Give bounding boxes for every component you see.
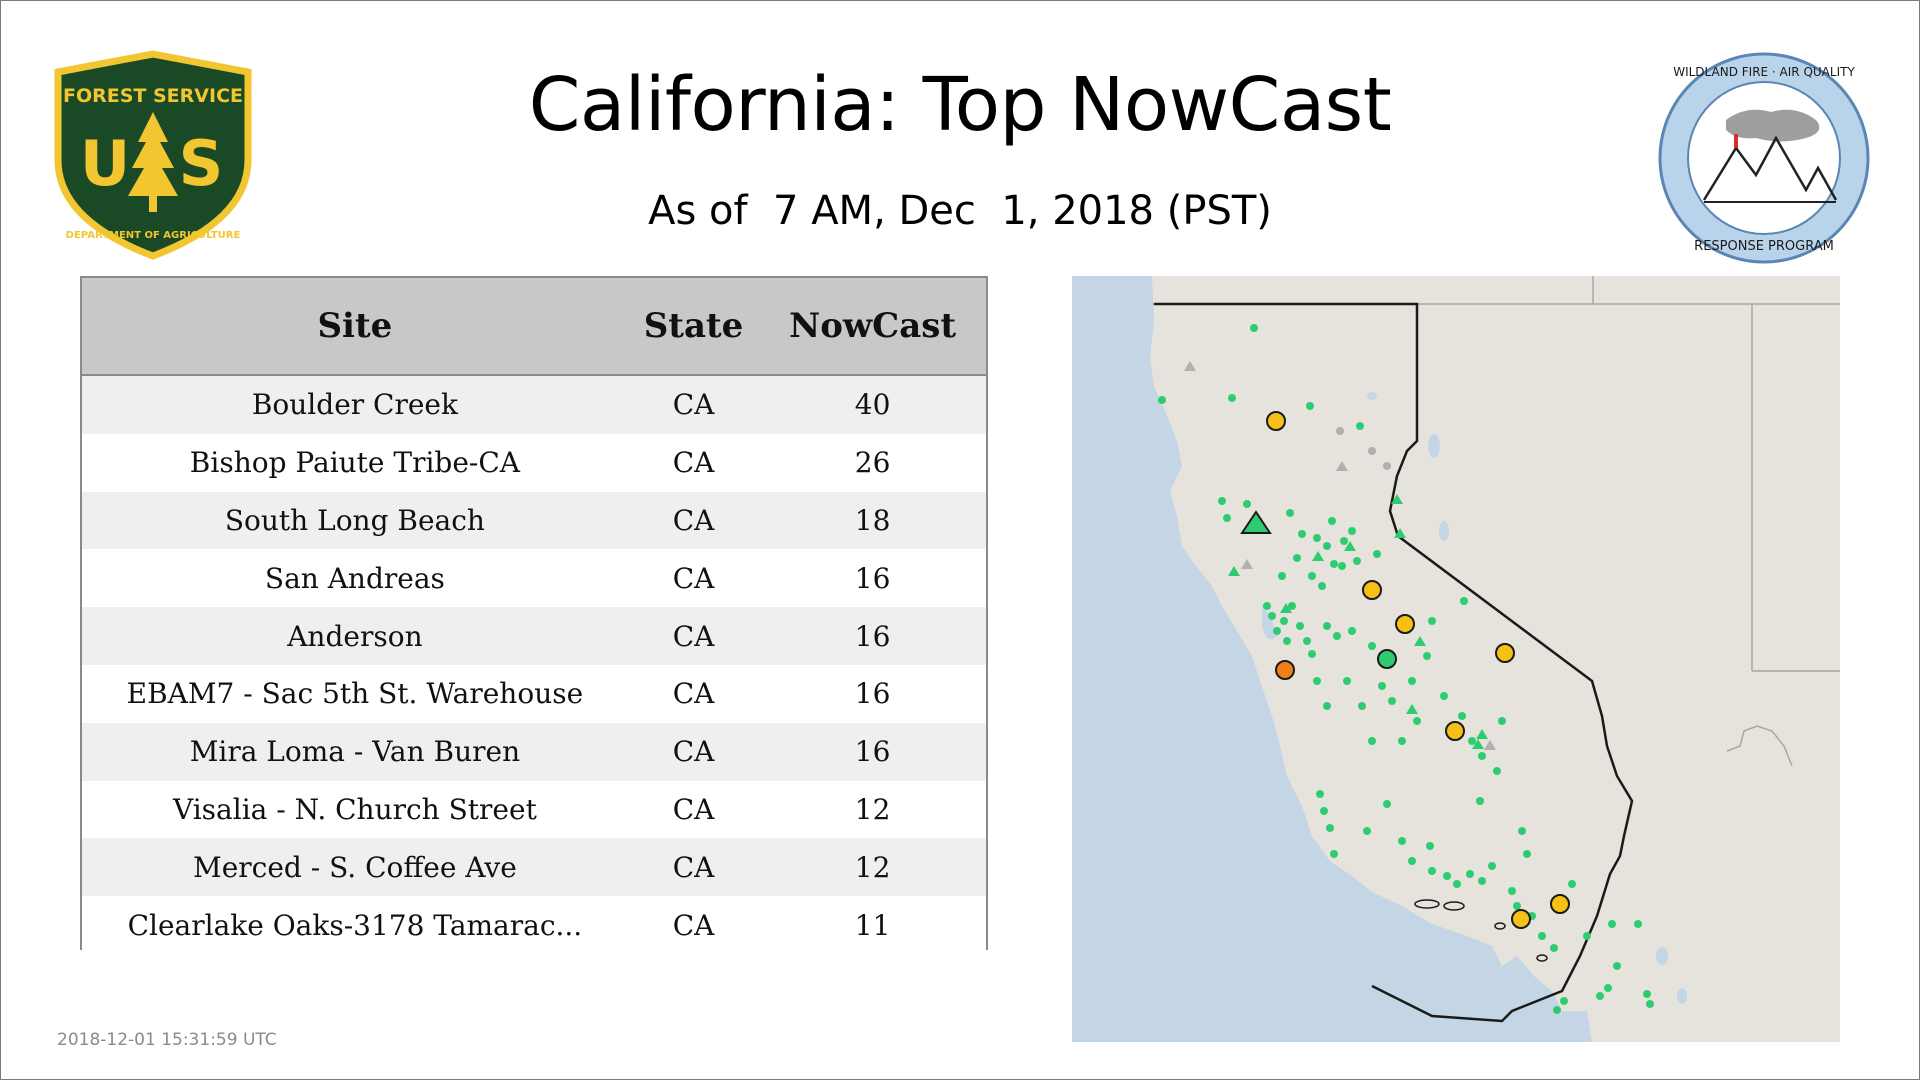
state-cell: CA [627,375,760,434]
shield-bottom-text: DEPARTMENT OF AGRICULTURE [66,230,241,241]
column-header-state: State [627,278,760,376]
nowcast-cell: 11 [759,896,986,954]
tree-icon [128,112,178,212]
nowcast-cell: 12 [759,780,986,839]
moderate-monitor-marker [1550,894,1570,914]
site-cell: Visalia - N. Church Street [82,780,628,839]
table-row: Mira Loma - Van Buren CA 16 [82,722,986,781]
california-map [1072,276,1840,1042]
column-header-site: Site [82,278,628,376]
column-header-nowcast: NowCast [759,278,986,376]
page-subtitle: As of 7 AM, Dec 1, 2018 (PST) [648,188,1272,234]
table-row: Boulder Creek CA 40 [82,375,986,434]
moderate-monitor-marker [1362,580,1382,600]
usg-monitor-marker [1275,660,1295,680]
no-data-markers [1184,361,1496,750]
site-cell: Clearlake Oaks-3178 Tamarac... [82,896,628,954]
state-cell: CA [627,549,760,608]
table-row: Bishop Paiute Tribe-CA CA 26 [82,433,986,492]
site-cell: Boulder Creek [82,375,628,434]
logo-bottom-text: RESPONSE PROGRAM [1694,239,1834,254]
table-row: EBAM7 - Sac 5th St. Warehouse CA 16 [82,664,986,723]
table-row: Visalia - N. Church Street CA 12 [82,780,986,839]
site-cell: South Long Beach [82,491,628,550]
state-cell: CA [627,664,760,723]
nowcast-cell: 16 [759,722,986,781]
moderate-monitor-marker [1495,643,1515,663]
shield-letter-s: S [179,127,224,200]
state-cell: CA [627,433,760,492]
nowcast-table: Site State NowCast Boulder Creek CA 40 Bis… [80,276,988,954]
table-row: San Andreas CA 16 [82,549,986,608]
good-monitor-marker [1377,649,1397,669]
forest-service-shield-icon: FOREST SERVICE U S DEPARTMENT OF AGRICUL… [54,50,252,260]
good-monitor-triangle-large [1240,510,1272,534]
nowcast-cell: 12 [759,838,986,897]
table-row: Clearlake Oaks-3178 Tamarac... CA 11 [82,896,986,954]
state-cell: CA [627,607,760,665]
nowcast-cell: 26 [759,433,986,492]
wildland-fire-air-quality-icon: WILDLAND FIRE · AIR QUALITY RESPONSE PRO… [1658,52,1870,264]
moderate-monitor-marker [1511,909,1531,929]
table-header-row: Site State NowCast [82,278,986,376]
site-cell: San Andreas [82,549,628,608]
good-sensor-triangles [1228,494,1488,749]
nowcast-cell: 40 [759,375,986,434]
render-timestamp: 2018-12-01 15:31:59 UTC [57,1030,277,1050]
table-row: South Long Beach CA 18 [82,491,986,550]
state-cell: CA [627,896,760,954]
state-cell: CA [627,780,760,839]
page-title: California: Top NowCast [528,62,1392,148]
state-cell: CA [627,491,760,550]
logo-top-text: WILDLAND FIRE · AIR QUALITY [1673,65,1855,79]
moderate-monitor-marker [1445,721,1465,741]
land-area [1150,276,1840,1042]
shield-arc-text: FOREST SERVICE [63,85,243,107]
state-cell: CA [627,838,760,897]
nowcast-cell: 16 [759,664,986,723]
site-cell: Mira Loma - Van Buren [82,722,628,781]
nowcast-cell: 16 [759,549,986,608]
lakes [1367,392,1687,1004]
california-border [1154,302,1634,1023]
state-cell: CA [627,722,760,781]
nowcast-cell: 18 [759,491,986,550]
moderate-monitor-marker [1266,411,1286,431]
table-row: Anderson CA 16 [82,607,986,665]
site-cell: Anderson [82,607,628,665]
site-cell: Bishop Paiute Tribe-CA [82,433,628,492]
good-monitor-markers [1158,324,1654,1014]
site-cell: EBAM7 - Sac 5th St. Warehouse [82,664,628,723]
shield-letter-u: U [80,127,130,200]
channel-islands [1414,899,1548,962]
nowcast-cell: 16 [759,607,986,665]
site-cell: Merced - S. Coffee Ave [82,838,628,897]
table-row: Merced - S. Coffee Ave CA 12 [82,838,986,897]
moderate-monitor-marker [1395,614,1415,634]
highlighted-monitors [1240,411,1570,929]
